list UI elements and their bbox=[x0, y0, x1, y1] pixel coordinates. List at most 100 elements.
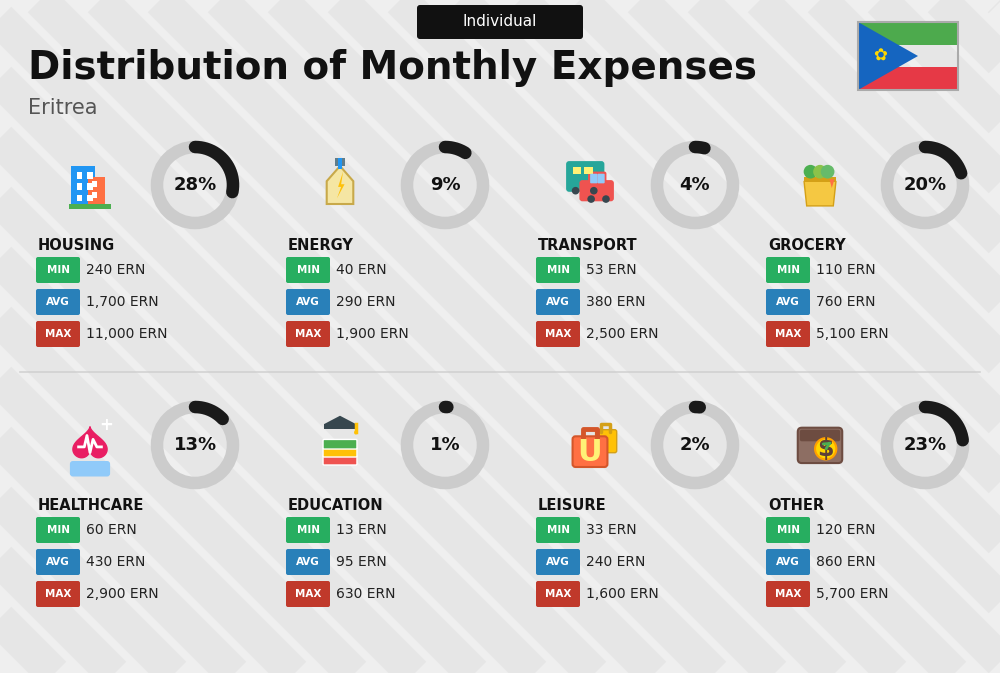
Text: 13%: 13% bbox=[173, 436, 217, 454]
Text: MAX: MAX bbox=[545, 589, 571, 599]
Text: 1%: 1% bbox=[430, 436, 460, 454]
FancyBboxPatch shape bbox=[579, 180, 614, 201]
Bar bbox=[77, 183, 82, 190]
FancyBboxPatch shape bbox=[798, 428, 842, 463]
FancyBboxPatch shape bbox=[597, 174, 605, 183]
Text: MAX: MAX bbox=[295, 589, 321, 599]
Bar bbox=[87, 194, 93, 201]
Text: 1,900 ERN: 1,900 ERN bbox=[336, 327, 409, 341]
FancyBboxPatch shape bbox=[36, 289, 80, 315]
Text: 1,600 ERN: 1,600 ERN bbox=[586, 587, 659, 601]
Text: 40 ERN: 40 ERN bbox=[336, 263, 387, 277]
FancyBboxPatch shape bbox=[766, 581, 810, 607]
Bar bbox=[92, 192, 97, 198]
FancyBboxPatch shape bbox=[36, 257, 80, 283]
Text: 2,500 ERN: 2,500 ERN bbox=[586, 327, 658, 341]
FancyBboxPatch shape bbox=[536, 517, 580, 543]
Bar bbox=[858, 22, 958, 90]
FancyBboxPatch shape bbox=[766, 517, 810, 543]
Text: AVG: AVG bbox=[296, 557, 320, 567]
Text: 1,700 ERN: 1,700 ERN bbox=[86, 295, 159, 309]
Text: 28%: 28% bbox=[173, 176, 217, 194]
Bar bbox=[342, 157, 345, 166]
FancyBboxPatch shape bbox=[800, 429, 840, 441]
FancyBboxPatch shape bbox=[286, 549, 330, 575]
FancyBboxPatch shape bbox=[588, 172, 606, 186]
Text: TRANSPORT: TRANSPORT bbox=[538, 238, 638, 252]
Text: EDUCATION: EDUCATION bbox=[288, 497, 384, 513]
Text: 240 ERN: 240 ERN bbox=[586, 555, 645, 569]
Polygon shape bbox=[73, 427, 107, 458]
FancyBboxPatch shape bbox=[566, 161, 604, 192]
Circle shape bbox=[602, 195, 610, 203]
FancyBboxPatch shape bbox=[766, 257, 810, 283]
Text: MAX: MAX bbox=[45, 329, 71, 339]
Circle shape bbox=[590, 187, 598, 194]
Text: 13 ERN: 13 ERN bbox=[336, 523, 387, 537]
FancyBboxPatch shape bbox=[36, 517, 80, 543]
Text: 2,900 ERN: 2,900 ERN bbox=[86, 587, 159, 601]
FancyBboxPatch shape bbox=[286, 517, 330, 543]
Text: ENERGY: ENERGY bbox=[288, 238, 354, 252]
Bar bbox=[77, 194, 82, 201]
Text: 23%: 23% bbox=[903, 436, 947, 454]
Text: ✿: ✿ bbox=[873, 47, 887, 65]
Text: MIN: MIN bbox=[776, 265, 800, 275]
Polygon shape bbox=[324, 416, 356, 424]
Text: AVG: AVG bbox=[46, 557, 70, 567]
Bar bbox=[573, 167, 581, 174]
Bar bbox=[858, 22, 958, 44]
Text: 95 ERN: 95 ERN bbox=[336, 555, 387, 569]
Text: GROCERY: GROCERY bbox=[768, 238, 846, 252]
Text: MAX: MAX bbox=[775, 589, 801, 599]
Text: 290 ERN: 290 ERN bbox=[336, 295, 396, 309]
Text: +: + bbox=[99, 416, 113, 434]
Bar bbox=[92, 181, 97, 187]
FancyBboxPatch shape bbox=[766, 289, 810, 315]
Bar bbox=[71, 166, 95, 204]
Text: 120 ERN: 120 ERN bbox=[816, 523, 876, 537]
Text: 2%: 2% bbox=[680, 436, 710, 454]
FancyBboxPatch shape bbox=[536, 581, 580, 607]
FancyBboxPatch shape bbox=[596, 429, 617, 453]
Text: AVG: AVG bbox=[776, 557, 800, 567]
Text: MAX: MAX bbox=[775, 329, 801, 339]
Text: 33 ERN: 33 ERN bbox=[586, 523, 637, 537]
FancyBboxPatch shape bbox=[590, 174, 597, 183]
Text: MAX: MAX bbox=[45, 589, 71, 599]
FancyBboxPatch shape bbox=[766, 549, 810, 575]
Text: 5,100 ERN: 5,100 ERN bbox=[816, 327, 889, 341]
Text: LEISURE: LEISURE bbox=[538, 497, 607, 513]
Text: MIN: MIN bbox=[46, 265, 70, 275]
Text: MIN: MIN bbox=[776, 525, 800, 535]
Circle shape bbox=[813, 165, 827, 178]
Text: MAX: MAX bbox=[295, 329, 321, 339]
FancyBboxPatch shape bbox=[286, 581, 330, 607]
Text: 760 ERN: 760 ERN bbox=[816, 295, 876, 309]
FancyBboxPatch shape bbox=[36, 549, 80, 575]
Circle shape bbox=[821, 165, 834, 178]
FancyBboxPatch shape bbox=[323, 448, 357, 457]
FancyBboxPatch shape bbox=[417, 5, 583, 39]
Text: 430 ERN: 430 ERN bbox=[86, 555, 145, 569]
Text: 110 ERN: 110 ERN bbox=[816, 263, 876, 277]
Text: 20%: 20% bbox=[903, 176, 947, 194]
Circle shape bbox=[572, 187, 579, 194]
Text: Distribution of Monthly Expenses: Distribution of Monthly Expenses bbox=[28, 49, 757, 87]
FancyBboxPatch shape bbox=[286, 321, 330, 347]
Polygon shape bbox=[830, 179, 834, 188]
Text: MIN: MIN bbox=[296, 265, 320, 275]
Text: AVG: AVG bbox=[546, 557, 570, 567]
Text: OTHER: OTHER bbox=[768, 497, 824, 513]
Bar bbox=[338, 157, 342, 169]
Circle shape bbox=[815, 438, 836, 460]
Text: HEALTHCARE: HEALTHCARE bbox=[38, 497, 144, 513]
FancyBboxPatch shape bbox=[36, 321, 80, 347]
Text: 240 ERN: 240 ERN bbox=[86, 263, 145, 277]
Text: AVG: AVG bbox=[776, 297, 800, 307]
Text: 860 ERN: 860 ERN bbox=[816, 555, 876, 569]
Text: MAX: MAX bbox=[545, 329, 571, 339]
Circle shape bbox=[354, 431, 358, 434]
FancyBboxPatch shape bbox=[323, 456, 357, 465]
Text: AVG: AVG bbox=[46, 297, 70, 307]
